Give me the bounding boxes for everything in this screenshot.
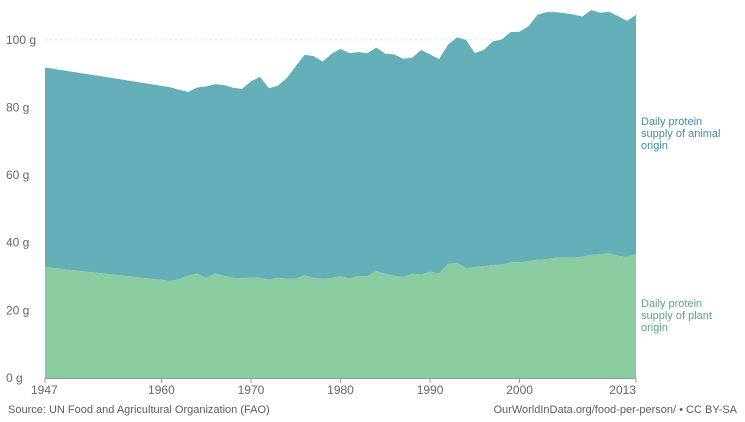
- area-series: [45, 10, 636, 378]
- label-plant-origin-line: supply of plant: [641, 310, 712, 322]
- credit-link[interactable]: OurWorldInData.org/food-per-person/ • CC…: [493, 404, 737, 416]
- area-animal-origin: [45, 10, 636, 281]
- label-animal-origin-line: origin: [641, 140, 668, 152]
- x-tick-label: 1980: [327, 383, 354, 397]
- x-tick-label: 1970: [238, 383, 265, 397]
- label-animal-origin-line: supply of animal: [641, 128, 721, 140]
- x-tick-label: 1990: [417, 383, 444, 397]
- y-tick-label: 40 g: [6, 236, 29, 250]
- label-plant-origin-line: Daily protein: [641, 298, 702, 310]
- y-tick-label: 80 g: [6, 100, 29, 114]
- area-plant-origin: [45, 253, 636, 378]
- label-plant-origin-line: origin: [641, 322, 668, 334]
- x-tick-label: 2000: [506, 383, 533, 397]
- y-tick-label: 20 g: [6, 303, 29, 317]
- label-animal-origin-line: Daily protein: [641, 116, 702, 128]
- x-tick-label: 2013: [609, 383, 636, 397]
- y-tick-label: 60 g: [6, 168, 29, 182]
- label-plant-origin: Daily protein supply of plant origin: [641, 298, 712, 334]
- stacked-area-chart: 0 g 20 g 40 g 60 g 80 g 100 g 1947 1960 1970 1980…: [6, 10, 721, 397]
- x-tick-label: 1960: [148, 383, 175, 397]
- source-note: Source: UN Food and Agricultural Organiz…: [8, 404, 270, 416]
- y-tick-label: 0 g: [6, 371, 23, 385]
- x-tick-label: 1947: [31, 383, 58, 397]
- series-labels: Daily protein supply of animal originDaily…: [641, 116, 721, 334]
- y-tick-label: 100 g: [6, 33, 36, 47]
- label-animal-origin: Daily protein supply of animal origin: [641, 116, 721, 152]
- axes: 0 g 20 g 40 g 60 g 80 g 100 g 1947 1960 1970 1980…: [6, 33, 637, 397]
